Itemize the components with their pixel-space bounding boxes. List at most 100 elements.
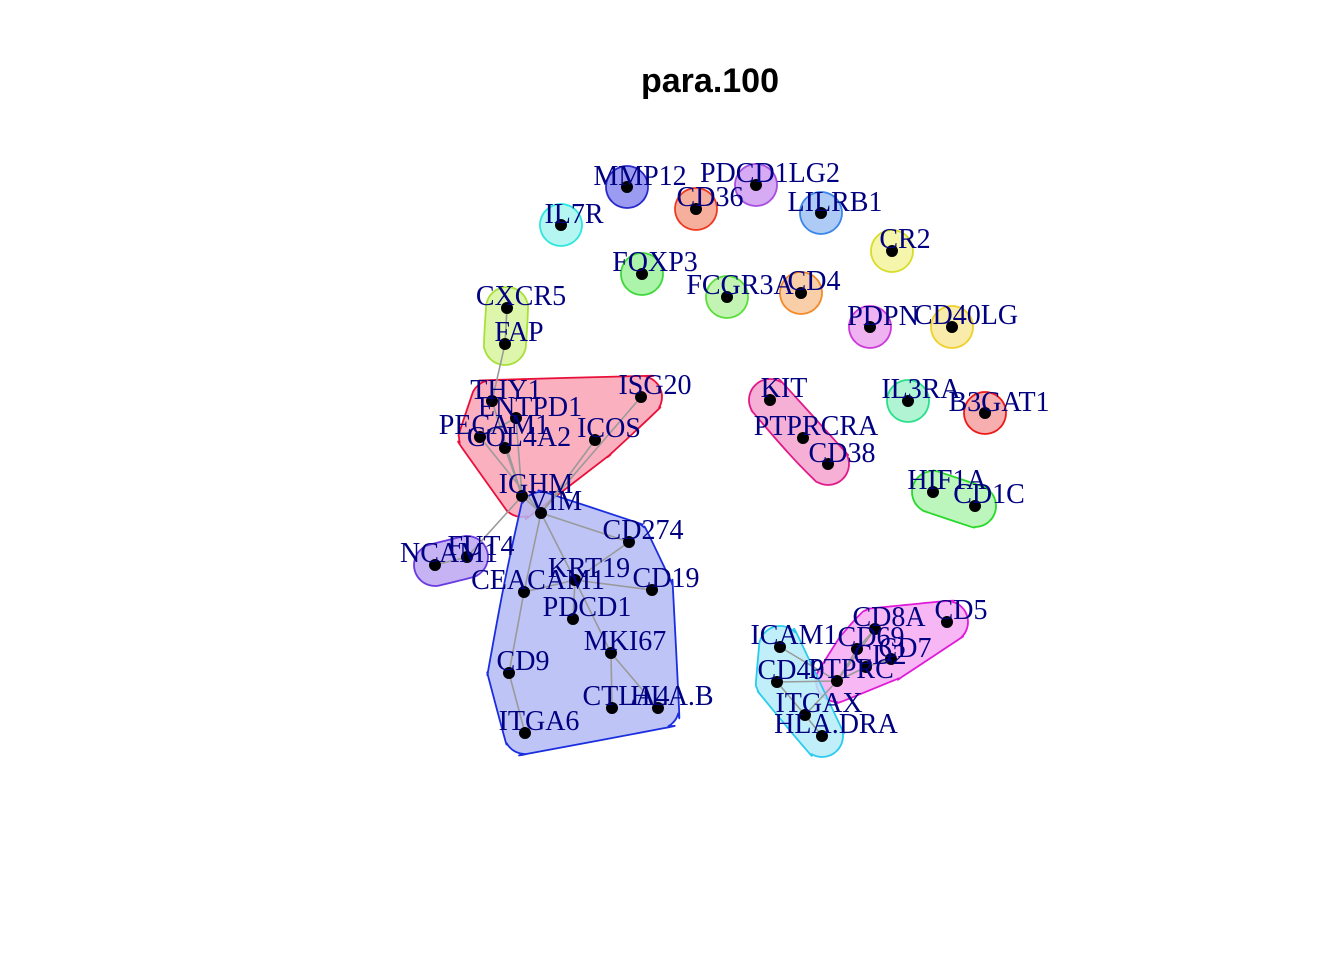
node-label-mmp12: MMP12 [593,161,686,192]
edge-ighm-fut4 [466,495,523,558]
edge-cxcr5-fap [504,307,508,345]
edge-fap-thy1 [491,343,506,402]
node-ncam1 [429,559,441,571]
edge-ptprc-itgax [804,680,838,716]
community-hull-cyan [754,625,845,758]
node-label-cd19: CD19 [633,563,700,594]
edge-vim-cd274 [540,512,630,543]
edge-ceacam1-cd9 [508,591,525,674]
node-kit [764,394,776,406]
community-hull-red [457,374,663,520]
edge-cd274-krt19 [574,541,630,581]
node-label-itgax: ITGAX [775,688,862,719]
node-label-ighm: IGHM [499,469,574,500]
node-il3ra [902,395,914,407]
node-label-thy1: THY1 [470,375,542,406]
node-itgax [799,709,811,721]
node-lilrb1 [815,207,827,219]
edge-krt19-mki67 [574,579,612,654]
community-hull-hif1a [911,469,997,529]
node-label-cd40: CD40 [758,655,825,686]
node-pdpn [864,321,876,333]
node-label-cd69: CD69 [838,622,905,653]
edge-vim-ceacam1 [523,512,542,593]
node-ighm [516,490,528,502]
node-label-cd8a: CD8A [852,602,926,633]
node-fcgr3a [721,291,733,303]
node-label-icos: ICOS [577,413,641,444]
node-label-kit: KIT [761,373,808,404]
node-label-cd38: CD38 [809,438,876,469]
node-cd19 [646,584,658,596]
node-b3gat1 [979,407,991,419]
edge-isg20-vim [540,396,642,514]
edge-cd40-itgax [776,681,806,716]
node-label-pdcd1lg2: PDCD1LG2 [700,158,840,189]
node-cd2 [860,661,872,673]
node-label-hla-dra: HLA.DRA [774,709,898,740]
community-hull-magenta [815,599,969,705]
figure-title: para.100 [641,62,779,100]
edge-cd40-ptprc [776,680,838,683]
node-cr2 [886,245,898,257]
node-label-cd274: CD274 [603,515,684,546]
node-label-fut4: FUT4 [448,531,515,562]
node-label-pdcd1: PDCD1 [543,592,632,623]
node-cd9 [503,667,515,679]
node-hla-dra [816,730,828,742]
node-label-fcgr3a: FCGR3A [686,270,794,301]
edge-mki67-ctla4 [610,652,613,709]
edge-entpd1-ighm [515,417,523,497]
node-label-pdpn: PDPN [847,301,919,332]
node-label-mki67: MKI67 [584,626,666,657]
node-hif1a [927,486,939,498]
node-label-cxcr5: CXCR5 [476,281,566,312]
node-icam1 [774,641,786,653]
node-label-fap: FAP [494,317,543,348]
node-cd1c [969,500,981,512]
node-cd38 [822,458,834,470]
edge-cd9-itga6 [508,672,526,734]
node-pdcd1lg2 [750,179,762,191]
node-mki67 [605,647,617,659]
edge-mki67-hla-b [610,652,659,709]
community-hull-kit [748,378,850,486]
edge-icos-vim [540,439,596,514]
node-hla-b [652,702,664,714]
node-isg20 [635,391,647,403]
node-label-cd1c: CD1C [953,479,1025,510]
node-label-cr2: CR2 [879,224,930,255]
node-cd7 [885,653,897,665]
node-pecam1 [474,431,486,443]
node-cd5 [941,616,953,628]
node-label-cd5: CD5 [935,595,988,626]
node-cd40 [771,676,783,688]
node-ptprc [831,675,843,687]
node-ptprcra [797,432,809,444]
community-hulls [413,163,1007,758]
node-krt19 [569,574,581,586]
node-label-il3ra: IL3RA [881,374,961,405]
node-label-cd40lg: CD40LG [914,300,1018,331]
node-cxcr5 [501,302,513,314]
edge-krt19-ceacam1 [523,579,576,593]
node-label-ceacam1: CEACAM1 [471,565,605,596]
node-label-pecam1: PECAM1 [439,410,549,441]
node-label-hla-b: HLA.B [630,681,713,712]
node-entpd1 [510,412,522,424]
node-label-cd9: CD9 [497,646,550,677]
edge-pecam1-vim [479,436,542,514]
node-label-itga6: ITGA6 [499,706,580,737]
node-vim [535,507,547,519]
node-il7r [555,219,567,231]
edge-pecam1-entpd1 [479,417,517,438]
node-label-b3gat1: B3GAT1 [948,387,1049,418]
node-cd40lg [946,321,958,333]
node-thy1 [486,395,498,407]
node-label-foxp3: FOXP3 [612,247,698,278]
node-fut4 [461,551,473,563]
edge-ptprc-cd8a [836,628,876,682]
node-pdcd1 [567,613,579,625]
node-itga6 [519,727,531,739]
